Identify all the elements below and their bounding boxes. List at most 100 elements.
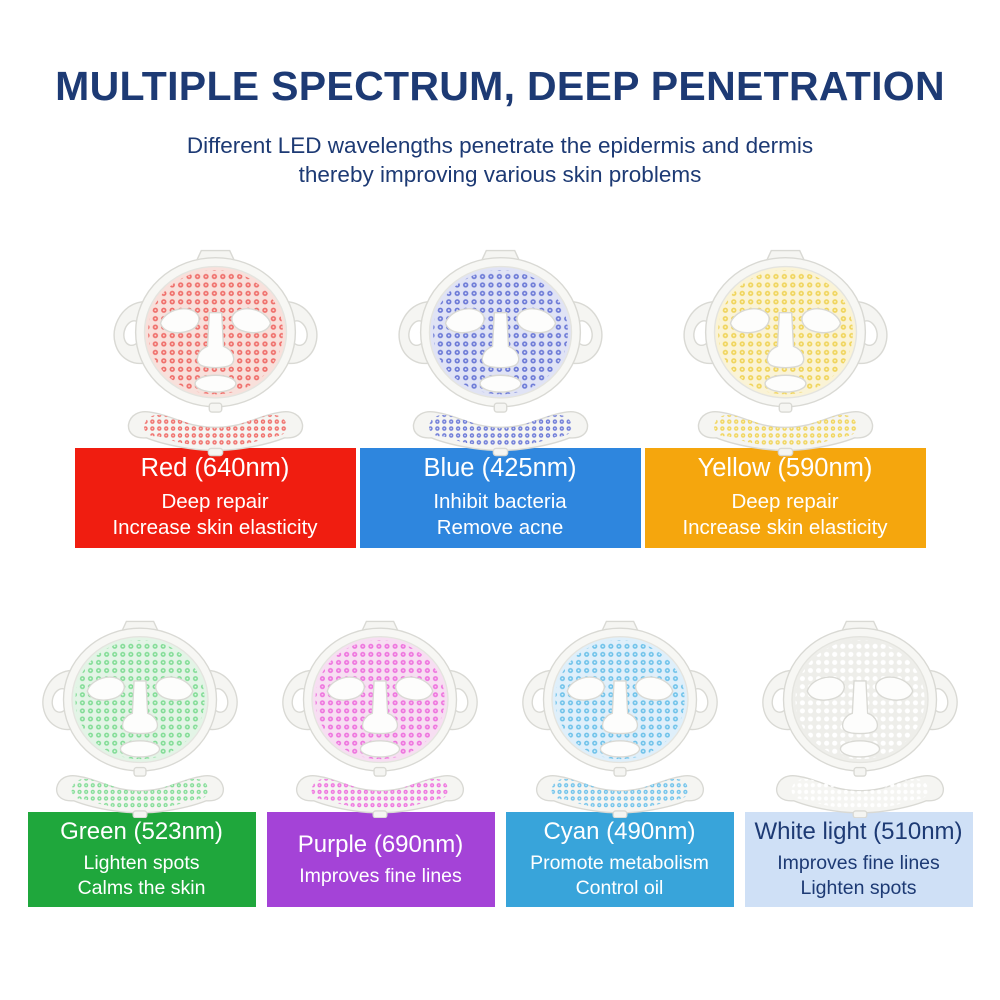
neck-tab xyxy=(372,810,388,819)
chin-tab xyxy=(208,402,222,414)
left-eye-cutout xyxy=(159,308,200,334)
led-mask-cyan xyxy=(500,618,740,819)
benefit-lines-purple: Improves fine lines xyxy=(267,864,495,889)
info-box-blue: Blue (425nm) Inhibit bacteria Remove acne xyxy=(359,447,641,548)
benefit-text-blue-0: Inhibit bacteria xyxy=(433,490,567,514)
neck-tab xyxy=(132,810,148,819)
wavelength-title-white: White light (510nm) xyxy=(754,818,963,846)
chin-tab xyxy=(853,766,867,777)
top-spectrum-row: Red (640nm) Deep repair Increase skin ela… xyxy=(0,247,1000,548)
right-eye-cutout xyxy=(635,676,674,701)
face-mask-graphic xyxy=(113,250,317,457)
info-box-row-top: Red (640nm) Deep repair Increase skin ela… xyxy=(0,447,1000,548)
benefit-text-white-0: Improves fine lines xyxy=(777,852,940,875)
neck-led-grid xyxy=(791,778,929,810)
mask-row-bottom xyxy=(0,618,1000,819)
benefit-text-yellow-0: Deep repair xyxy=(731,490,839,514)
header: MULTIPLE SPECTRUM, DEEP PENETRATION Diff… xyxy=(0,0,1000,189)
info-box-row-bottom: Green (523nm) Lighten spots Calms the ski… xyxy=(0,812,1000,908)
neck-tab xyxy=(852,810,868,819)
face-mask-graphic xyxy=(42,620,238,819)
left-eye-cutout xyxy=(729,308,770,334)
benefit-text-green-1: Calms the skin xyxy=(77,877,206,900)
benefit-text-white-1: Lighten spots xyxy=(800,877,917,900)
wavelength-title-cyan: Cyan (490nm) xyxy=(543,818,696,846)
chin-tab xyxy=(778,402,792,414)
neck-led-grid xyxy=(143,415,287,448)
nose-cutout xyxy=(361,680,399,735)
mask-row-top xyxy=(0,247,1000,457)
benefit-text-blue-1: Remove acne xyxy=(436,516,564,540)
led-mask-blue xyxy=(358,247,643,457)
subtitle-line-1: Different LED wavelengths penetrate the … xyxy=(186,132,814,158)
right-eye-cutout xyxy=(230,308,271,334)
nose-cutout xyxy=(841,680,879,735)
right-eye-cutout xyxy=(155,676,194,701)
mouth-cutout xyxy=(478,374,522,394)
benefit-text-red-1: Increase skin elasticity xyxy=(112,516,318,540)
led-mask-purple xyxy=(260,618,500,819)
wavelength-title-yellow: Yellow (590nm) xyxy=(697,453,873,482)
benefit-text-cyan-1: Control oil xyxy=(575,877,664,900)
mouth-cutout xyxy=(359,739,401,758)
led-mask-red xyxy=(73,247,358,457)
info-box-red: Red (640nm) Deep repair Increase skin ela… xyxy=(74,447,356,548)
benefit-lines-cyan: Promote metabolism Control oil xyxy=(506,851,734,900)
benefit-lines-blue: Inhibit bacteria Remove acne xyxy=(360,489,641,541)
neck-led-grid xyxy=(428,415,572,448)
wavelength-title-red: Red (640nm) xyxy=(140,453,290,482)
mouth-cutout xyxy=(839,739,881,758)
neck-tab xyxy=(207,448,223,457)
right-eye-cutout xyxy=(395,676,434,701)
page-title: MULTIPLE SPECTRUM, DEEP PENETRATION xyxy=(55,63,945,109)
benefit-text-cyan-0: Promote metabolism xyxy=(530,852,709,875)
nose-cutout xyxy=(196,312,234,369)
benefit-lines-red: Deep repair Increase skin elasticity xyxy=(75,489,356,541)
neck-led-grid xyxy=(311,778,449,810)
subtitle-line-2: thereby improving various skin problems xyxy=(298,162,702,188)
neck-tab xyxy=(492,448,508,457)
wavelength-title-purple: Purple (690nm) xyxy=(297,830,464,858)
info-box-yellow: Yellow (590nm) Deep repair Increase skin … xyxy=(644,447,926,548)
neck-tab xyxy=(777,448,793,457)
neck-tab xyxy=(612,810,628,819)
left-eye-cutout xyxy=(806,676,845,701)
face-mask-graphic xyxy=(683,250,887,457)
left-eye-cutout xyxy=(86,676,125,701)
page-subtitle: Different LED wavelengths penetrate the … xyxy=(0,131,1000,190)
benefit-lines-yellow: Deep repair Increase skin elasticity xyxy=(645,489,926,541)
benefit-text-yellow-1: Increase skin elasticity xyxy=(682,516,888,540)
face-mask-graphic xyxy=(522,620,718,819)
face-mask-graphic xyxy=(282,620,478,819)
right-eye-cutout xyxy=(875,676,914,701)
nose-cutout xyxy=(481,312,519,369)
info-box-cyan: Cyan (490nm) Promote metabolism Control o… xyxy=(505,812,734,908)
face-mask-graphic xyxy=(762,620,958,819)
neck-led-grid xyxy=(71,778,209,810)
mouth-cutout xyxy=(763,374,807,394)
left-eye-cutout xyxy=(326,676,365,701)
info-box-white: White light (510nm) Improves fine lines L… xyxy=(744,812,973,908)
mouth-cutout xyxy=(193,374,237,394)
benefit-lines-white: Improves fine lines Lighten spots xyxy=(745,851,973,900)
benefit-text-purple-0: Improves fine lines xyxy=(299,864,462,887)
wavelength-title-blue: Blue (425nm) xyxy=(423,453,577,482)
benefit-text-green-0: Lighten spots xyxy=(83,852,200,875)
info-box-purple: Purple (690nm) Improves fine lines xyxy=(266,812,495,908)
nose-cutout xyxy=(121,680,159,735)
chin-tab xyxy=(133,766,147,777)
chin-tab xyxy=(613,766,627,777)
nose-cutout xyxy=(766,312,804,369)
led-mask-yellow xyxy=(643,247,928,457)
left-eye-cutout xyxy=(566,676,605,701)
led-mask-green xyxy=(20,618,260,819)
mouth-cutout xyxy=(599,739,641,758)
chin-tab xyxy=(493,402,507,414)
benefit-text-red-0: Deep repair xyxy=(161,490,269,514)
benefit-lines-green: Lighten spots Calms the skin xyxy=(28,851,256,900)
mouth-cutout xyxy=(119,739,161,758)
left-eye-cutout xyxy=(444,308,485,334)
info-box-green: Green (523nm) Lighten spots Calms the ski… xyxy=(27,812,256,908)
face-mask-graphic xyxy=(398,250,602,457)
